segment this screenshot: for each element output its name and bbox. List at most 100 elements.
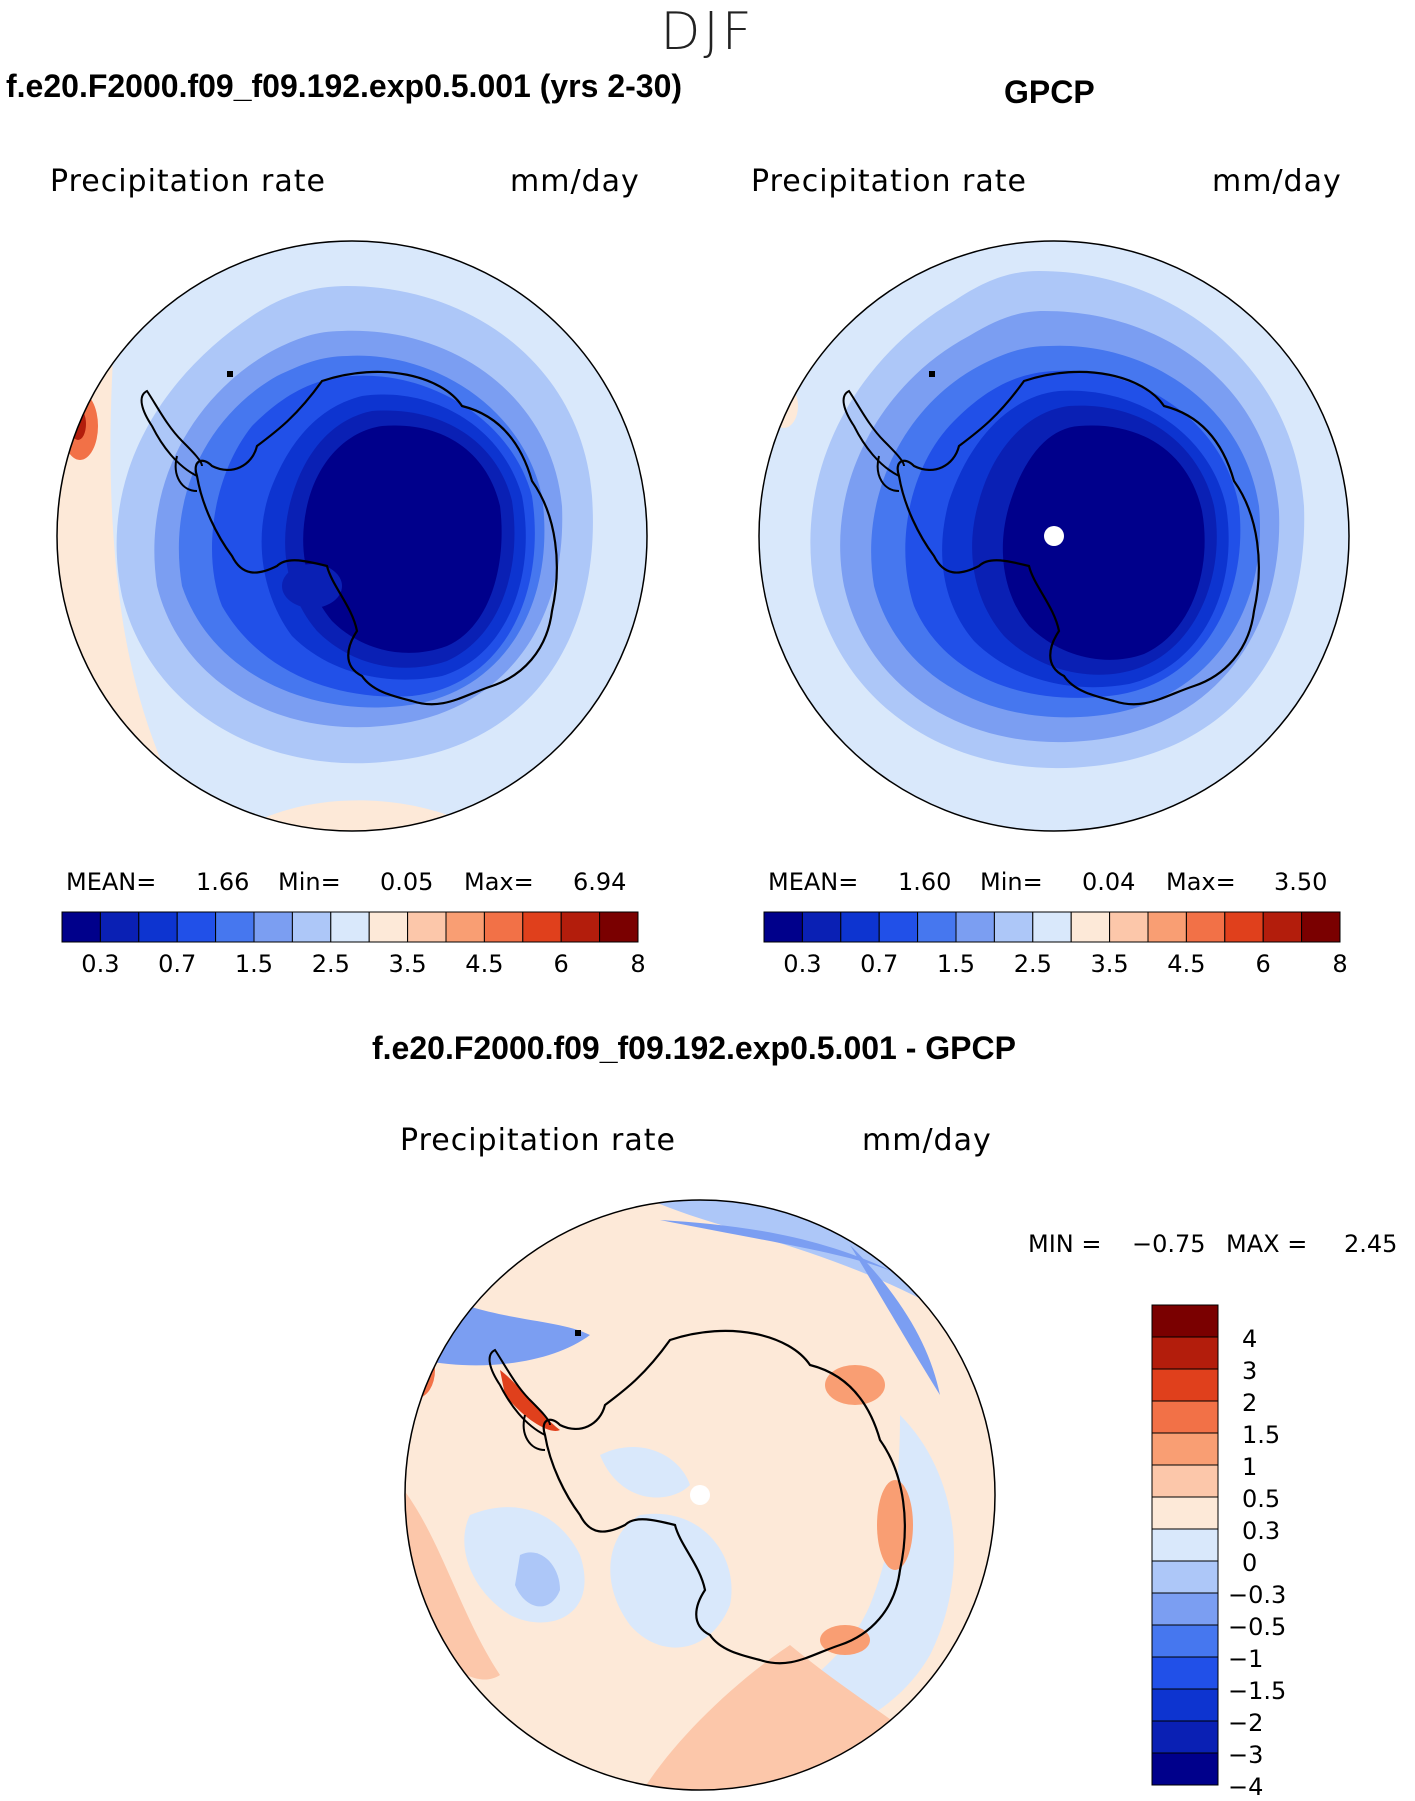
obs-colorbar-swatch bbox=[917, 911, 957, 943]
diff-colorbar-tick-label: −3 bbox=[1228, 1741, 1264, 1769]
model-colorbar-swatch bbox=[330, 911, 370, 943]
diff-colorbar-swatch bbox=[1151, 1528, 1219, 1562]
diff-field-hotspot bbox=[405, 1342, 435, 1398]
diff-panel-title: f.e20.F2000.f09_f09.192.exp0.5.001 - GPC… bbox=[372, 1030, 1016, 1066]
diff-colorbar-tick-label: 0.5 bbox=[1242, 1485, 1281, 1513]
obs-field-core bbox=[1002, 425, 1205, 660]
obs-colorbar-swatch bbox=[1262, 911, 1303, 943]
model-colorbar-tick-label: 8 bbox=[630, 950, 646, 978]
diff-colorbar-swatch bbox=[1151, 1400, 1219, 1434]
model-mean-value: 1.66 bbox=[196, 868, 250, 896]
obs-peninsula bbox=[842, 389, 905, 477]
diff-colorbar-tick-label: −2 bbox=[1228, 1709, 1264, 1737]
obs-max-label: Max= bbox=[1166, 868, 1236, 896]
diff-colorbar-tick-label: 2 bbox=[1242, 1389, 1258, 1417]
obs-colorbar-tick-label: 8 bbox=[1332, 950, 1348, 978]
obs-map-border bbox=[758, 240, 1350, 832]
model-polar-map bbox=[56, 240, 648, 832]
obs-colorbar-swatch bbox=[801, 911, 842, 943]
obs-panel-title: GPCP bbox=[1004, 74, 1095, 110]
obs-colorbar-swatch bbox=[878, 911, 919, 943]
diff-colorbar-tick-label: 0 bbox=[1242, 1549, 1258, 1577]
diff-map-border bbox=[404, 1199, 996, 1791]
diff-colorbar-swatch bbox=[1151, 1432, 1219, 1466]
model-colorbar-swatch bbox=[253, 911, 293, 943]
obs-field-warm-patch bbox=[770, 384, 798, 428]
diff-colorbar-tick-label: 0.3 bbox=[1242, 1517, 1281, 1545]
obs-island bbox=[929, 371, 935, 377]
model-colorbar-tick-label: 0.7 bbox=[158, 950, 197, 978]
model-colorbar-tick-label: 6 bbox=[553, 950, 569, 978]
diff-max-label: MAX = bbox=[1226, 1230, 1308, 1258]
model-min-value: 0.05 bbox=[380, 868, 434, 896]
diff-colorbar-swatch bbox=[1151, 1304, 1219, 1338]
model-colorbar-swatch bbox=[407, 911, 447, 943]
diff-colorbar-tick-label: 3 bbox=[1242, 1357, 1258, 1385]
obs-colorbar-swatch bbox=[1301, 911, 1341, 943]
diff-colorbar-swatch bbox=[1151, 1592, 1219, 1626]
obs-colorbar-swatch bbox=[763, 911, 803, 943]
model-colorbar-swatch bbox=[445, 911, 485, 943]
diff-min-value: −0.75 bbox=[1132, 1230, 1206, 1258]
obs-variable-label: Precipitation rate bbox=[751, 164, 1027, 199]
model-colorbar-swatch bbox=[138, 911, 178, 943]
obs-colorbar-swatch bbox=[1109, 911, 1149, 943]
obs-colorbar-swatch bbox=[1185, 911, 1226, 943]
diff-field-cool-ne-band bbox=[850, 1245, 940, 1395]
obs-colorbar-tick-label: 6 bbox=[1255, 950, 1271, 978]
diff-colorbar-tick-label: −0.3 bbox=[1228, 1581, 1287, 1609]
model-field-core bbox=[303, 425, 502, 653]
model-mean-label: MEAN= bbox=[66, 868, 157, 896]
model-colorbar-swatch bbox=[291, 911, 332, 943]
diff-field-warm-coast-ne bbox=[825, 1365, 885, 1405]
model-weddell-shelf bbox=[174, 455, 198, 492]
model-colorbar-tick-label: 0.3 bbox=[81, 950, 120, 978]
model-colorbar-swatch bbox=[61, 911, 101, 943]
obs-colorbar-tick-label: 0.3 bbox=[783, 950, 822, 978]
diff-field-warm-coast-e bbox=[877, 1480, 913, 1570]
obs-mean-value: 1.60 bbox=[898, 868, 952, 896]
model-colorbar-tick-label: 3.5 bbox=[388, 950, 427, 978]
obs-colorbar-swatch bbox=[1224, 911, 1264, 943]
diff-variable-label: Precipitation rate bbox=[400, 1123, 676, 1158]
diff-colorbar-swatch bbox=[1151, 1688, 1219, 1722]
diff-colorbar-ticks: 4 3 2 1.5 1 0.5 0.3 0 −0.3 −0.5 −1 −1.5 −2 −3 −4 bbox=[1228, 1305, 1368, 1801]
diff-colorbar-tick-label: 4 bbox=[1242, 1325, 1258, 1353]
diff-colorbar-tick-label: −1.5 bbox=[1228, 1677, 1287, 1705]
season-title: DJF bbox=[660, 2, 755, 62]
diff-field-cool-ross bbox=[610, 1513, 732, 1648]
model-max-label: Max= bbox=[464, 868, 534, 896]
model-colorbar-tick-label: 1.5 bbox=[234, 950, 274, 978]
diff-weddell-shelf bbox=[522, 1414, 546, 1451]
obs-colorbar-ticks: 0.3 0.7 1.5 2.5 3.5 4.5 6 8 bbox=[764, 950, 1347, 980]
obs-polar-map bbox=[758, 240, 1350, 832]
diff-pole-hole bbox=[690, 1485, 710, 1505]
model-max-value: 6.94 bbox=[573, 868, 627, 896]
model-colorbar-swatch bbox=[560, 911, 601, 943]
diff-peninsula bbox=[488, 1348, 551, 1436]
obs-colorbar-swatch bbox=[1147, 911, 1187, 943]
obs-colorbar-tick-label: 4.5 bbox=[1167, 950, 1206, 978]
model-island bbox=[227, 371, 233, 377]
diff-colorbar-swatch bbox=[1151, 1464, 1219, 1498]
obs-colorbar-tick-label: 1.5 bbox=[936, 950, 976, 978]
model-panel-title: f.e20.F2000.f09_f09.192.exp0.5.001 (yrs … bbox=[6, 68, 683, 104]
diff-colorbar bbox=[1151, 1304, 1219, 1786]
model-variable-label: Precipitation rate bbox=[50, 164, 326, 199]
diff-max-value: 2.45 bbox=[1344, 1230, 1398, 1258]
obs-mean-label: MEAN= bbox=[768, 868, 859, 896]
diff-colorbar-swatch bbox=[1151, 1624, 1219, 1658]
obs-colorbar-swatch bbox=[840, 911, 880, 943]
diff-units-label: mm/day bbox=[862, 1123, 992, 1158]
diff-colorbar-tick-label: −0.5 bbox=[1228, 1613, 1287, 1641]
model-map-border bbox=[56, 240, 648, 832]
model-colorbar-tick-label: 4.5 bbox=[465, 950, 504, 978]
model-colorbar-swatch bbox=[599, 911, 639, 943]
diff-polar-map bbox=[404, 1199, 996, 1791]
diff-colorbar-tick-label: −1 bbox=[1228, 1645, 1264, 1673]
diff-colorbar-tick-label: 1.5 bbox=[1242, 1421, 1281, 1449]
model-colorbar-swatch bbox=[215, 911, 255, 943]
diff-colorbar-swatch bbox=[1151, 1560, 1219, 1594]
model-colorbar-tick-label: 2.5 bbox=[311, 950, 350, 978]
diff-field-hotspot-core bbox=[407, 1356, 423, 1384]
